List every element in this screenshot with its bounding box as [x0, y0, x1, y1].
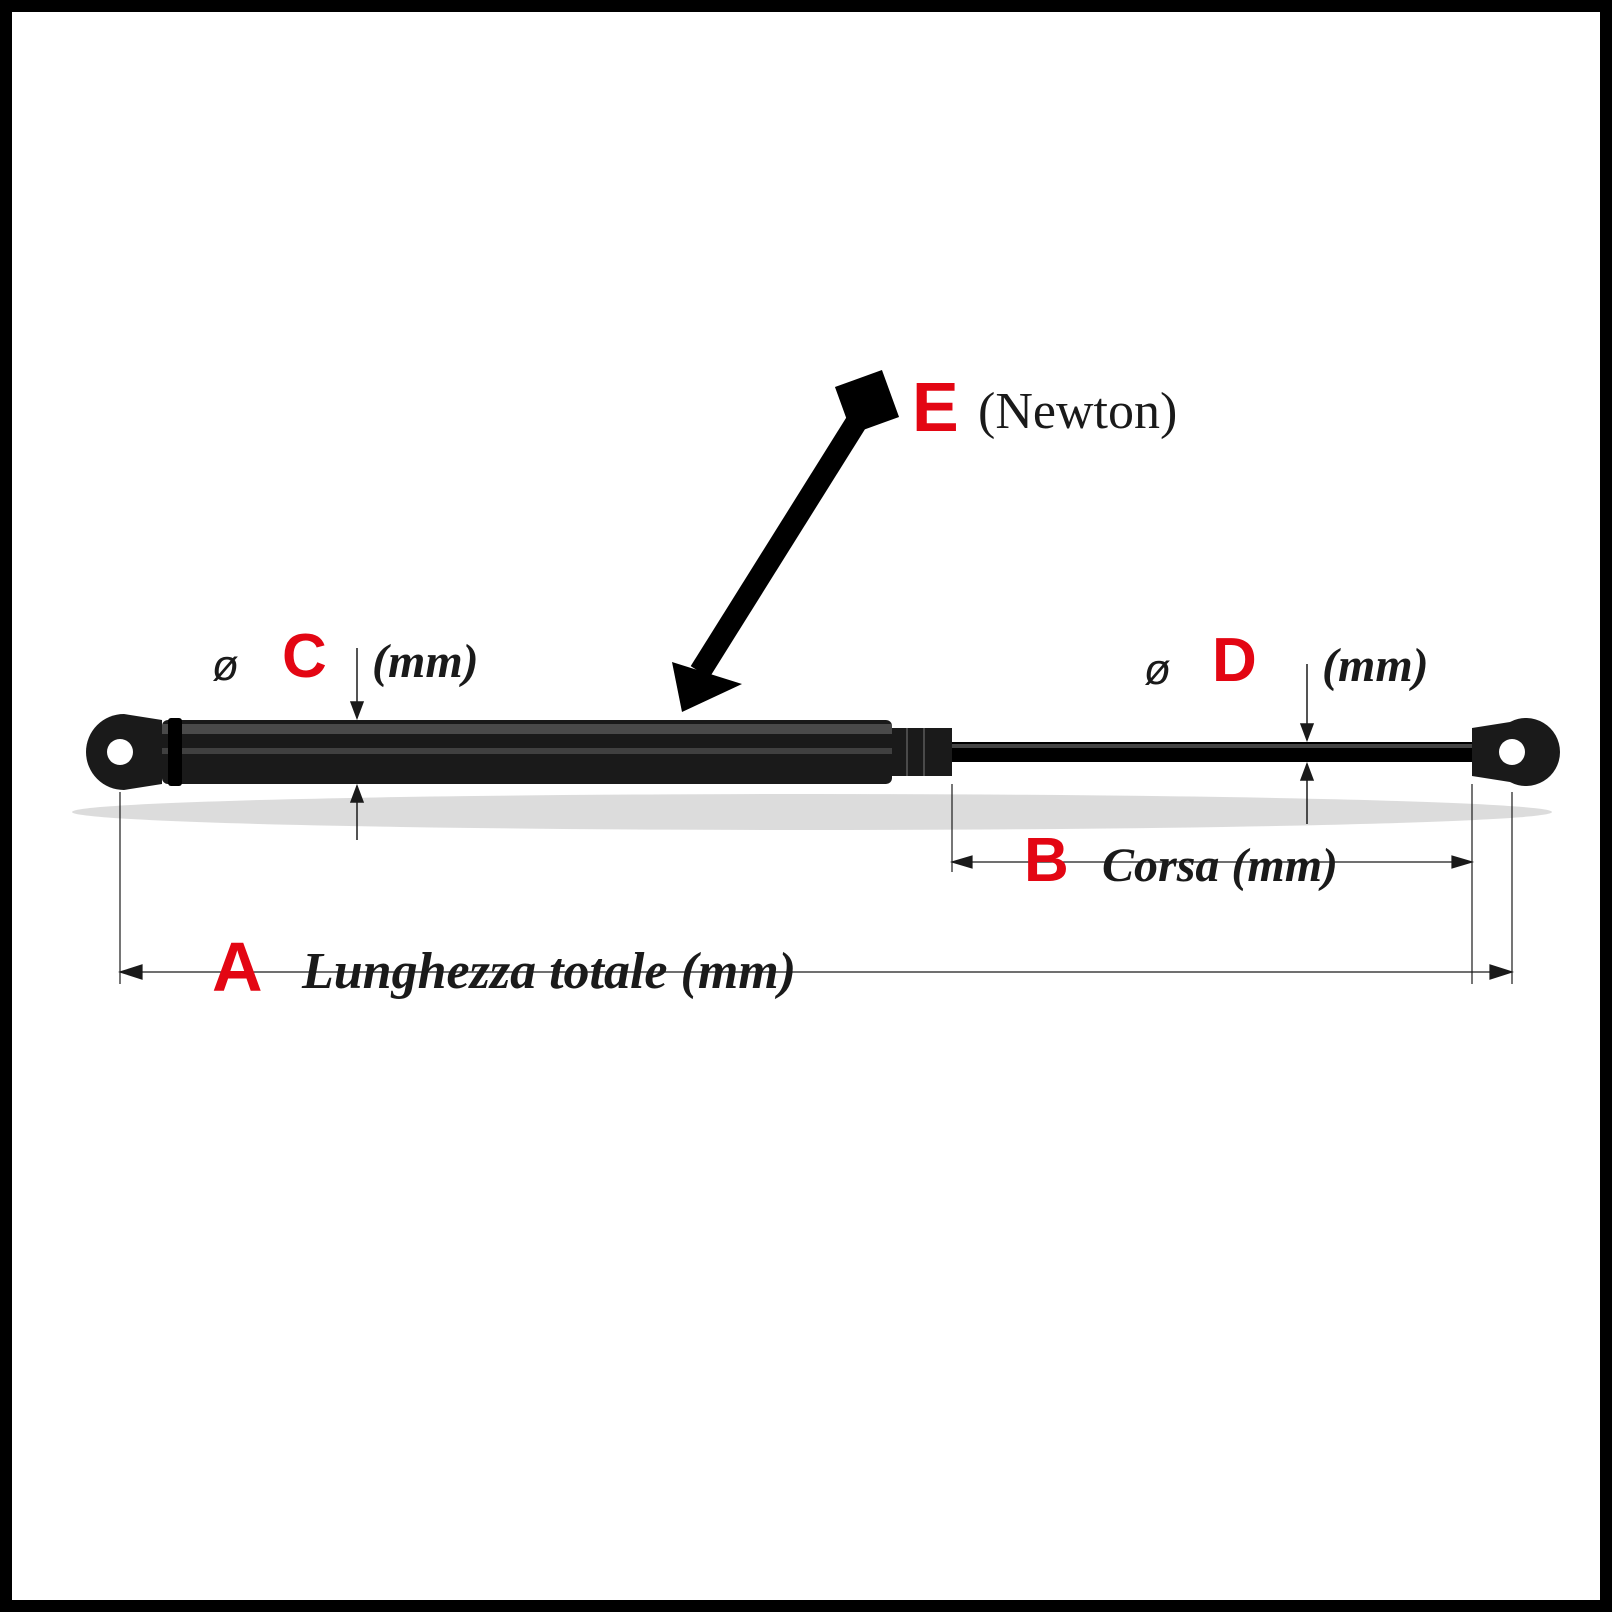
cylinder-body	[162, 718, 892, 786]
label-d-diam: ø	[1144, 648, 1171, 692]
label-e-letter: E	[912, 372, 959, 442]
label-d-unit: (mm)	[1322, 642, 1429, 690]
label-e-unit: (Newton)	[978, 386, 1177, 438]
gas-spring-drawing	[12, 12, 1600, 1600]
piston-rod	[952, 742, 1472, 762]
label-b-letter: B	[1024, 830, 1069, 892]
left-eyelet	[86, 714, 162, 790]
label-c-unit: (mm)	[372, 638, 479, 686]
dim-c-ticks	[351, 648, 363, 840]
label-c-diam: ø	[212, 644, 239, 688]
diagram-canvas: E (Newton) ø C (mm) ø D (mm) B Corsa (mm…	[12, 12, 1600, 1600]
dim-d-ticks	[1301, 664, 1313, 824]
label-c-letter: C	[282, 626, 327, 688]
label-b-unit: Corsa (mm)	[1102, 842, 1338, 890]
label-a-letter: A	[212, 932, 263, 1002]
label-d-letter: D	[1212, 630, 1257, 692]
label-a-unit: Lunghezza totale (mm)	[302, 946, 796, 998]
force-arrow	[672, 370, 899, 712]
right-eyelet	[1472, 718, 1560, 786]
cylinder-collar	[892, 728, 952, 776]
